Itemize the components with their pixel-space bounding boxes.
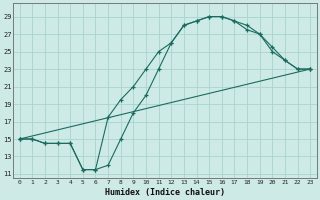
X-axis label: Humidex (Indice chaleur): Humidex (Indice chaleur) <box>105 188 225 197</box>
